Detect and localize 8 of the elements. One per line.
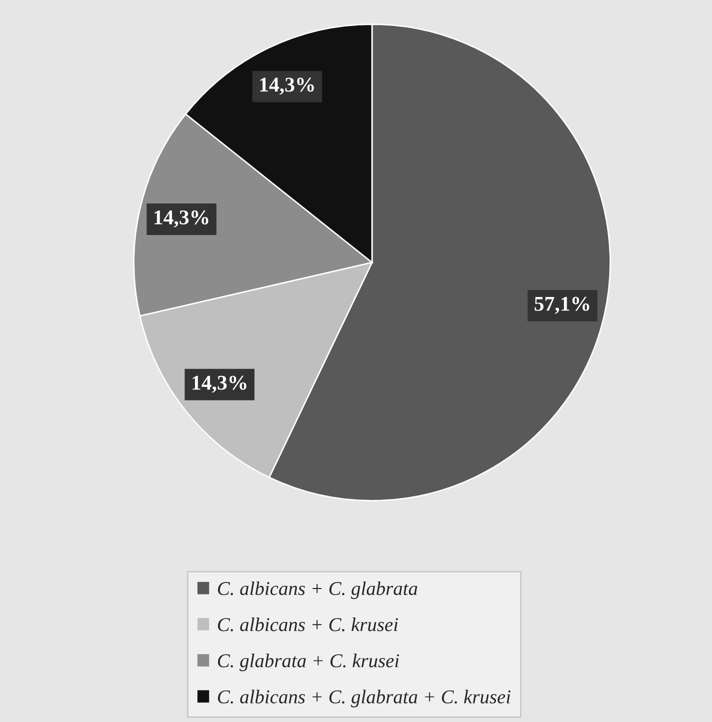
data-label: 14,3% xyxy=(260,78,314,95)
legend-label: C. glabrata + C. krusei xyxy=(218,654,400,672)
data-label: 14,3% xyxy=(192,376,246,393)
legend-label: C. albicans + C. glabrata + C. krusei xyxy=(218,690,510,708)
legend-label: C. albicans + C. krusei xyxy=(218,618,398,632)
legend-label: C. albicans + C. glabrata xyxy=(218,581,418,600)
data-label: 14,3% xyxy=(154,210,208,228)
data-label: 57,1% xyxy=(534,296,590,314)
